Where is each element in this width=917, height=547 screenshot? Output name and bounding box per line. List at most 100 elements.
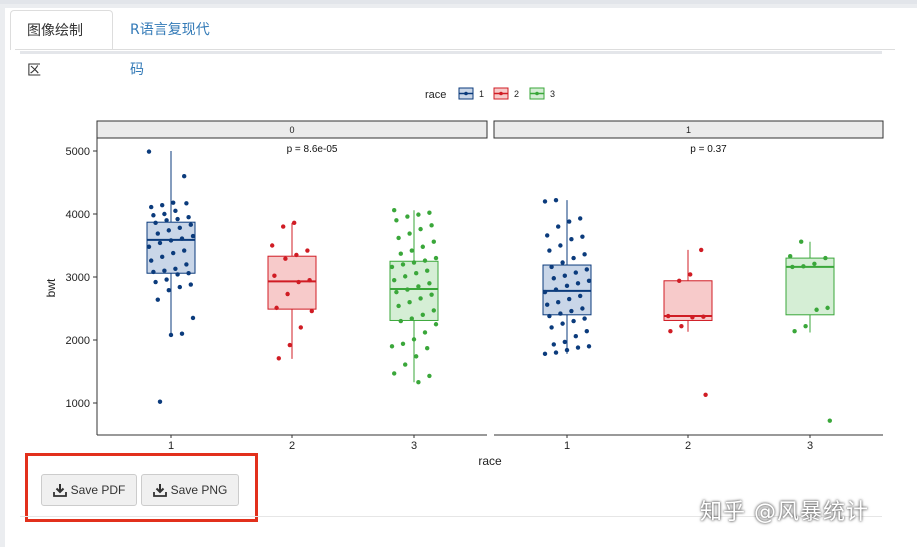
tab-bar: 图像绘制区 R语言复现代码: [10, 10, 890, 79]
data-point: [679, 323, 684, 329]
data-point: [803, 323, 808, 329]
data-point: [173, 266, 178, 272]
data-point: [580, 306, 585, 311]
data-point: [427, 210, 432, 215]
data-point: [542, 351, 548, 357]
box-group: [785, 239, 835, 423]
data-point: [157, 399, 163, 404]
data-point: [564, 347, 570, 353]
watermark: 知乎 @风暴统计: [700, 500, 869, 525]
legend-item: 1: [458, 87, 484, 100]
data-point: [812, 261, 817, 266]
data-point: [168, 332, 174, 338]
data-point: [582, 252, 587, 257]
data-point: [433, 255, 439, 261]
data-point: [157, 240, 163, 246]
data-point: [403, 362, 408, 367]
data-point: [431, 239, 436, 244]
box-group: [663, 247, 713, 398]
data-point: [542, 199, 548, 204]
data-point: [190, 315, 196, 321]
data-point: [182, 174, 187, 179]
data-point: [283, 256, 288, 261]
data-point: [405, 214, 410, 219]
save-png-label: Save PNG: [170, 483, 228, 497]
data-point: [556, 224, 561, 229]
data-point: [573, 270, 578, 275]
data-point: [407, 300, 412, 305]
data-point: [394, 218, 399, 223]
data-point: [173, 208, 178, 214]
save-pdf-button[interactable]: Save PDF: [41, 474, 137, 506]
data-point: [586, 344, 592, 349]
data-point: [403, 274, 408, 279]
data-point: [416, 212, 421, 217]
data-point: [186, 214, 191, 220]
data-point: [551, 342, 556, 347]
y-tick-label: 2000: [66, 335, 90, 347]
data-point: [549, 264, 554, 270]
data-point: [405, 287, 410, 292]
data-point: [151, 213, 156, 218]
data-point: [418, 296, 423, 301]
data-point: [553, 287, 559, 292]
data-point: [296, 279, 301, 285]
legend-key-point: [499, 91, 503, 96]
data-point: [190, 233, 196, 239]
data-point: [416, 284, 421, 289]
data-point: [668, 328, 673, 334]
y-tick-label: 4000: [66, 209, 90, 221]
data-point: [153, 220, 158, 226]
data-point: [567, 219, 572, 224]
data-point: [389, 264, 395, 270]
y-axis-label: bwt: [44, 278, 58, 297]
data-point: [409, 316, 414, 321]
y-tick-label: 1000: [66, 398, 90, 410]
data-point: [164, 218, 169, 223]
data-point: [788, 254, 793, 259]
data-point: [414, 271, 419, 276]
legend-item: 3: [529, 87, 555, 100]
data-point: [186, 271, 191, 276]
data-point: [160, 202, 165, 208]
x-tick-label: 2: [289, 440, 295, 452]
data-point: [394, 289, 399, 295]
legend: race 1 2 3: [425, 87, 555, 101]
tab-plot-area[interactable]: 图像绘制区: [10, 10, 113, 79]
facet-strip: [96, 120, 488, 139]
tab-r-code[interactable]: R语言复现代码: [130, 22, 210, 78]
save-png-button[interactable]: Save PNG: [141, 474, 239, 506]
facet-strip-label: 0: [289, 125, 294, 135]
data-point: [270, 243, 275, 248]
y-tick-label: 5000: [66, 146, 90, 158]
data-point: [168, 238, 174, 243]
data-point: [184, 201, 189, 206]
legend-title: race: [425, 89, 446, 101]
data-point: [556, 300, 561, 305]
data-point: [578, 216, 583, 221]
data-point: [575, 345, 581, 350]
data-point: [414, 354, 419, 359]
data-point: [584, 267, 589, 272]
data-point: [677, 278, 682, 283]
box-group: [267, 220, 317, 361]
data-point: [416, 380, 421, 385]
highlight-box: [25, 453, 258, 522]
data-point: [666, 313, 671, 319]
box-group: [389, 208, 439, 385]
data-point: [171, 250, 176, 256]
data-point: [146, 244, 152, 249]
data-point: [571, 318, 576, 324]
data-point: [558, 311, 563, 316]
data-point: [564, 283, 570, 289]
data-point: [287, 342, 292, 348]
data-point: [567, 296, 572, 302]
x-tick-label: 3: [807, 440, 813, 452]
data-point: [545, 302, 550, 307]
data-point: [179, 236, 185, 241]
data-point: [305, 248, 310, 253]
data-point: [551, 276, 556, 281]
data-point: [294, 252, 299, 258]
data-point: [411, 337, 417, 342]
data-point: [166, 288, 171, 293]
